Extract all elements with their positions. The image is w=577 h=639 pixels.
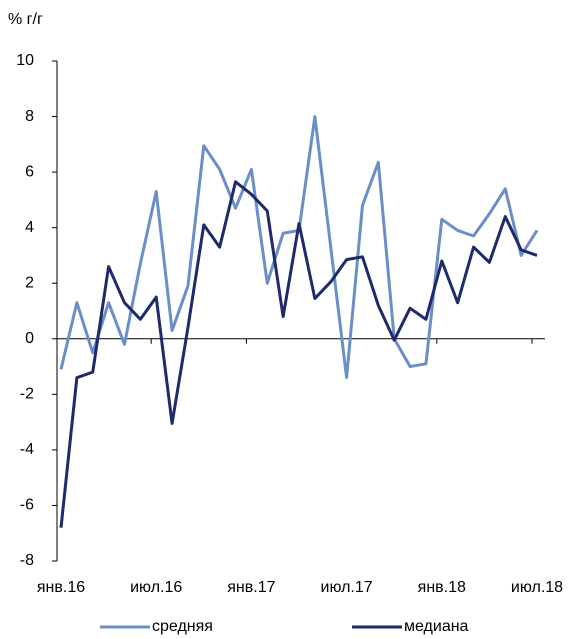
- x-tick-label: янв.17: [227, 579, 275, 596]
- y-tick-label: -4: [20, 441, 34, 458]
- y-tick-label: -8: [20, 552, 34, 569]
- y-tick-label: 4: [25, 219, 34, 236]
- x-tick-label: июл.16: [130, 579, 182, 596]
- y-axis-title: % г/г: [8, 11, 43, 28]
- y-tick-label: 6: [25, 163, 34, 180]
- y-tick-label: 0: [25, 330, 34, 347]
- y-tick-label: 8: [25, 108, 34, 125]
- y-tick-label: -6: [20, 497, 34, 514]
- series-line: [59, 180, 538, 528]
- x-tick-label: янв.16: [37, 579, 85, 596]
- legend-label: средняя: [152, 618, 213, 635]
- y-tick-label: -2: [20, 386, 34, 403]
- y-tick-label: 10: [16, 52, 34, 69]
- x-tick-label: июл.18: [511, 579, 563, 596]
- legend-label: медиана: [404, 618, 469, 635]
- y-tick-label: 2: [25, 274, 34, 291]
- x-tick-label: июл.17: [321, 579, 373, 596]
- x-tick-label: янв.18: [418, 579, 466, 596]
